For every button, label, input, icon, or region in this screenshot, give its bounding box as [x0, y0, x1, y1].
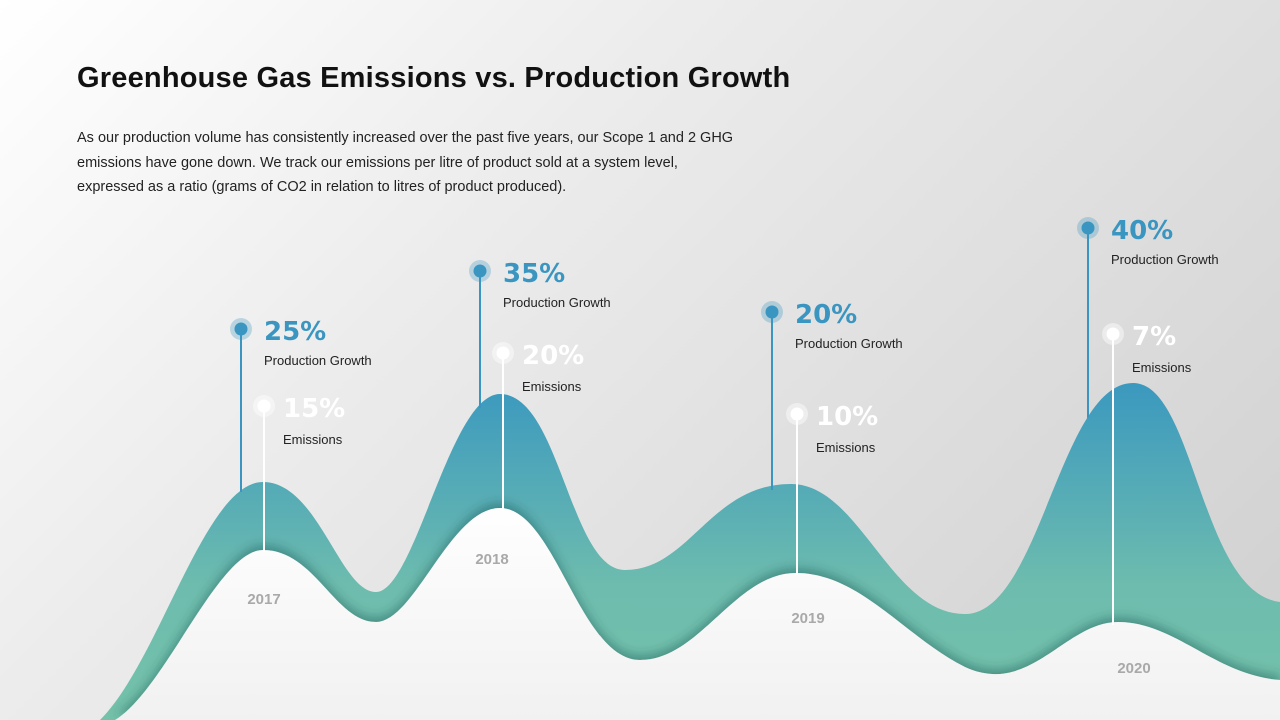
production-marker [473, 264, 487, 278]
year-tick-label: 2019 [791, 610, 824, 627]
production-series-label: Production Growth [264, 353, 372, 368]
emissions-area [115, 508, 1280, 720]
emissions-series-label: Emissions [283, 432, 343, 447]
emissions-value-label: 20% [522, 341, 584, 371]
year-tick-label: 2017 [247, 591, 280, 608]
production-series-label: Production Growth [1111, 252, 1219, 267]
emissions-marker [790, 407, 804, 421]
production-value-label: 40% [1111, 216, 1173, 246]
production-marker [1081, 221, 1095, 235]
emissions-series-label: Emissions [816, 440, 876, 455]
emissions-series-label: Emissions [1132, 360, 1192, 375]
production-value-label: 25% [264, 317, 326, 347]
emissions-marker [1106, 327, 1120, 341]
emissions-value-label: 10% [816, 402, 878, 432]
year-tick-label: 2018 [475, 551, 508, 568]
description-text: As our production volume has consistentl… [77, 130, 734, 195]
production-value-label: 35% [503, 259, 565, 289]
emissions-value-label: 15% [283, 394, 345, 424]
emissions-value-label: 7% [1132, 322, 1176, 352]
production-marker [234, 322, 248, 336]
production-marker [765, 305, 779, 319]
production-series-label: Production Growth [503, 295, 611, 310]
production-value-label: 20% [795, 300, 857, 330]
year-tick-label: 2020 [1117, 660, 1150, 677]
page-title: Greenhouse Gas Emissions vs. Production … [77, 62, 791, 94]
emissions-marker [257, 399, 271, 413]
emissions-series-label: Emissions [522, 379, 582, 394]
emissions-marker [496, 346, 510, 360]
production-series-label: Production Growth [795, 336, 903, 351]
